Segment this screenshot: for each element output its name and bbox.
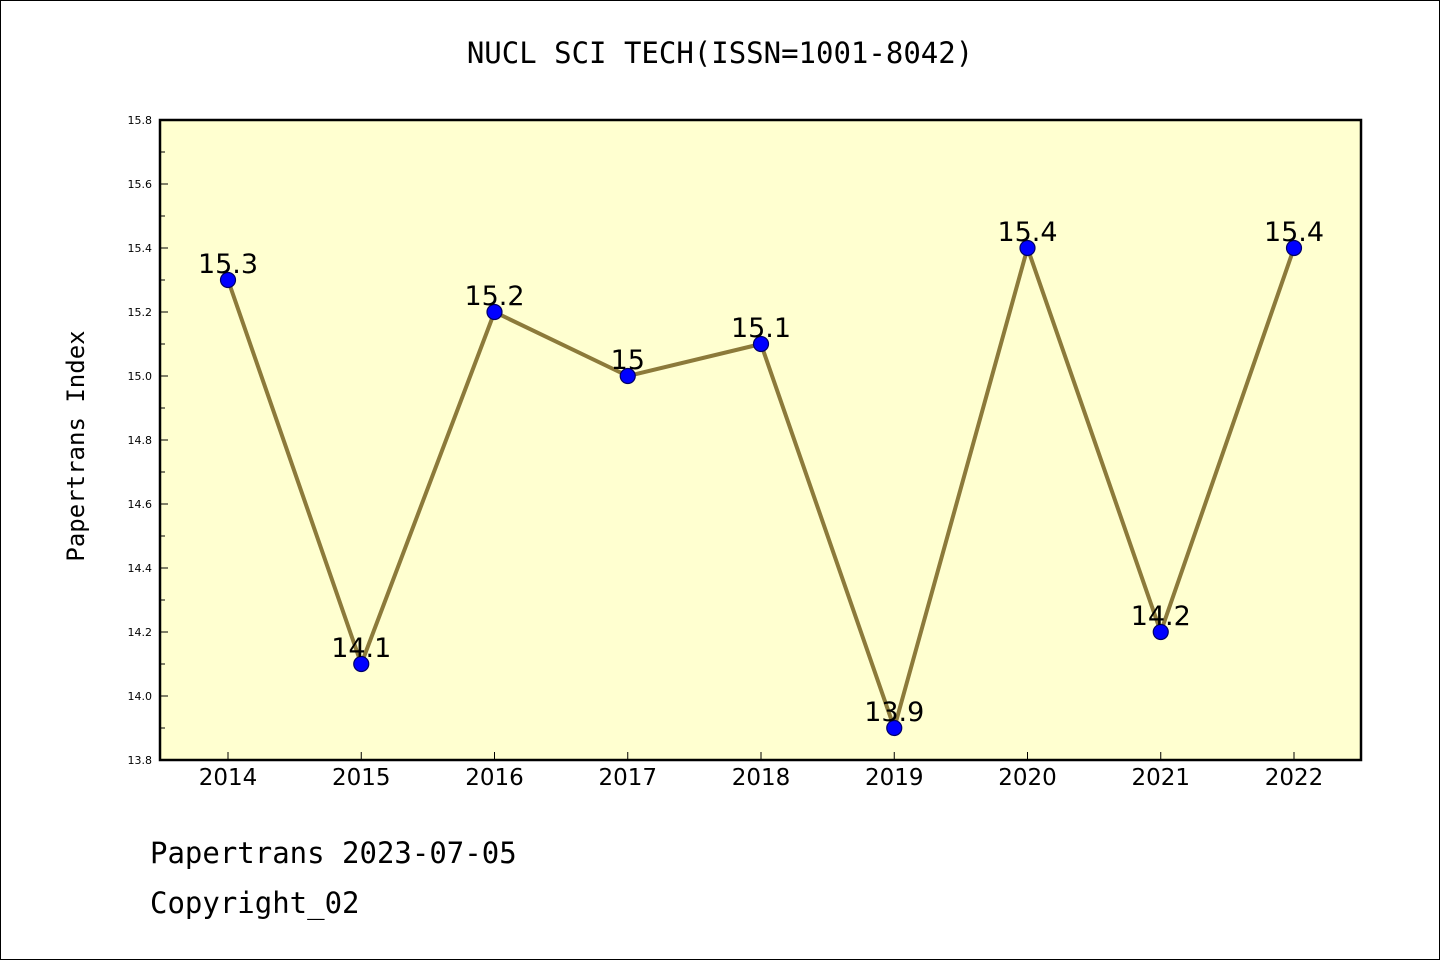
x-axis: 2014 2015 2016 2017 2018 2019 2020 2021 2022 [199,752,1324,791]
y-tick-label: 15.8 [128,114,153,127]
x-tick-label: 2021 [1131,765,1190,791]
x-tick-label: 2017 [598,765,657,791]
data-point [886,719,903,737]
x-tick-label: 2014 [199,765,258,791]
x-tick-label: 2018 [732,765,791,791]
data-label: 14.2 [1131,601,1191,632]
y-axis: 13.8 14.0 14.2 14.4 14.6 14.8 15.0 15.2 15.4 15.6… [128,114,168,767]
x-tick-label: 2022 [1265,765,1324,791]
x-tick-label: 2015 [332,765,391,791]
data-label: 14.1 [331,633,391,664]
plot-area [160,120,1361,760]
footer-copyright: Copyright_02 [150,886,360,920]
data-label: 15 [611,345,645,376]
data-point [219,271,237,289]
y-tick-label: 15.2 [128,306,153,319]
y-tick-label: 14.8 [128,434,153,447]
data-label: 15.4 [997,217,1057,248]
x-tick-label: 2016 [465,765,524,791]
footer-date: Papertrans 2023-07-05 [150,836,517,870]
plot-border [158,118,1363,762]
y-tick-label: 15.6 [128,178,153,191]
y-tick-label: 14.2 [128,626,153,639]
y-tick-label: 14.4 [128,562,153,575]
x-tick-label: 2020 [998,765,1057,791]
data-label: 15.3 [198,249,258,280]
data-label: 15.2 [464,281,524,312]
data-point [1152,623,1169,641]
data-point [486,303,503,321]
data-point [353,655,370,673]
data-label: 13.9 [864,697,924,728]
data-point [619,367,636,385]
y-tick-label: 15.0 [128,370,153,383]
chart-title: NUCL SCI TECH(ISSN=1001-8042) [466,36,974,70]
data-point [1019,239,1036,257]
x-tick-label: 2019 [865,765,924,791]
y-tick-label: 14.6 [128,498,153,511]
y-tick-label: 14.0 [128,690,153,703]
y-tick-label: 15.4 [128,242,153,255]
data-label: 15.4 [1264,217,1324,248]
data-point [1285,239,1303,257]
data-label: 15.1 [731,313,791,344]
series-markers [219,239,1303,737]
data-point [752,335,770,353]
y-tick-label: 13.8 [128,754,153,767]
data-labels: 15.3 14.1 15.2 15 15.1 13.9 15.4 14.2 15.4 [198,217,1324,728]
